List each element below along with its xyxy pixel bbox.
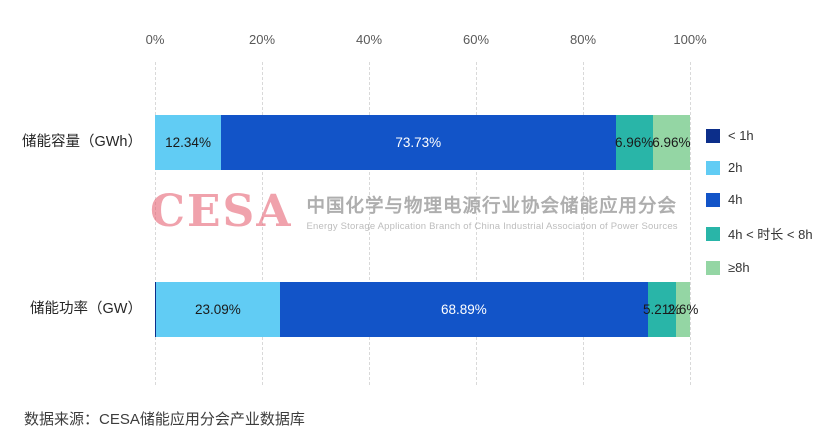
x-axis: 0% 20% 40% 60% 80% 100% xyxy=(146,30,707,52)
bar-segment: 73.73% xyxy=(221,115,616,170)
bar-segment: 2.6% xyxy=(668,282,698,337)
bar-segment: 23.09% xyxy=(156,282,280,337)
legend-item: 4h < 时长 < 8h xyxy=(706,224,813,243)
bar-segment-label: 6.96% xyxy=(652,135,691,150)
gridline xyxy=(262,62,263,385)
legend-swatch xyxy=(706,260,720,275)
legend-label: 4h xyxy=(728,192,743,207)
bar-segment: 6.96% xyxy=(652,115,691,170)
legend-swatch xyxy=(706,192,720,207)
stacked-bar-chart: 0% 20% 40% 60% 80% 100% 12.34% 73.73% 6.96% 6.96… xyxy=(146,30,707,385)
legend-swatch xyxy=(706,226,720,241)
x-tick-label: 0% xyxy=(145,32,165,47)
legend-item: < 1h xyxy=(706,128,813,143)
gridline xyxy=(690,62,691,385)
bar-segment: 5.21% xyxy=(643,282,681,337)
plot-area: 12.34% 73.73% 6.96% 6.96% 23.09% 68.89% 5.21% 2… xyxy=(155,62,698,385)
legend-label: < 1h xyxy=(728,128,754,143)
legend-label: 2h xyxy=(728,160,743,175)
category-label: 储能功率（GW） xyxy=(30,301,142,317)
bar-segment-label: 5.21% xyxy=(642,302,682,317)
legend-label: 4h < 时长 < 8h xyxy=(728,227,813,242)
bar-segment-label: 6.96% xyxy=(615,135,654,150)
legend-item: 2h xyxy=(706,160,813,175)
gridline xyxy=(476,62,477,385)
legend-swatch xyxy=(706,160,720,175)
bar-segment-label: 2.6% xyxy=(667,302,699,317)
bar-segment-label: 23.09% xyxy=(194,302,241,317)
bar-segment-label: 73.73% xyxy=(395,135,442,150)
bar-segment-label: 12.34% xyxy=(165,135,211,150)
bar-segment: 68.89% xyxy=(279,282,649,337)
bar-row: 23.09% 68.89% 5.21% 2.6% xyxy=(155,282,698,337)
bar-segment: 12.34% xyxy=(155,115,222,170)
x-tick-label: 60% xyxy=(462,32,490,47)
gridline xyxy=(155,62,156,385)
bar-segment-label: 68.89% xyxy=(441,302,487,317)
legend-label: ≥8h xyxy=(728,260,750,275)
bar-row: 12.34% 73.73% 6.96% 6.96% xyxy=(155,115,691,170)
bar-segment: 6.96% xyxy=(615,115,654,170)
x-tick-label: 80% xyxy=(569,32,597,47)
gridline xyxy=(583,62,584,385)
legend-item: ≥8h xyxy=(706,260,813,275)
gridline xyxy=(369,62,370,385)
category-label: 储能容量（GWh） xyxy=(21,134,142,150)
legend-swatch xyxy=(706,128,720,143)
bar-segment xyxy=(155,282,157,337)
x-tick-label: 100% xyxy=(673,32,707,47)
legend-item: 4h xyxy=(706,192,813,207)
y-axis: 储能容量（GWh） 储能功率（GW） xyxy=(0,62,148,385)
x-tick-label: 20% xyxy=(248,32,276,47)
x-tick-label: 40% xyxy=(355,32,383,47)
data-source-note: 数据来源：CESA储能应用分会产业数据库 xyxy=(24,411,305,428)
legend: < 1h 2h 4h 4h < 时长 < 8h ≥8h xyxy=(706,128,813,275)
